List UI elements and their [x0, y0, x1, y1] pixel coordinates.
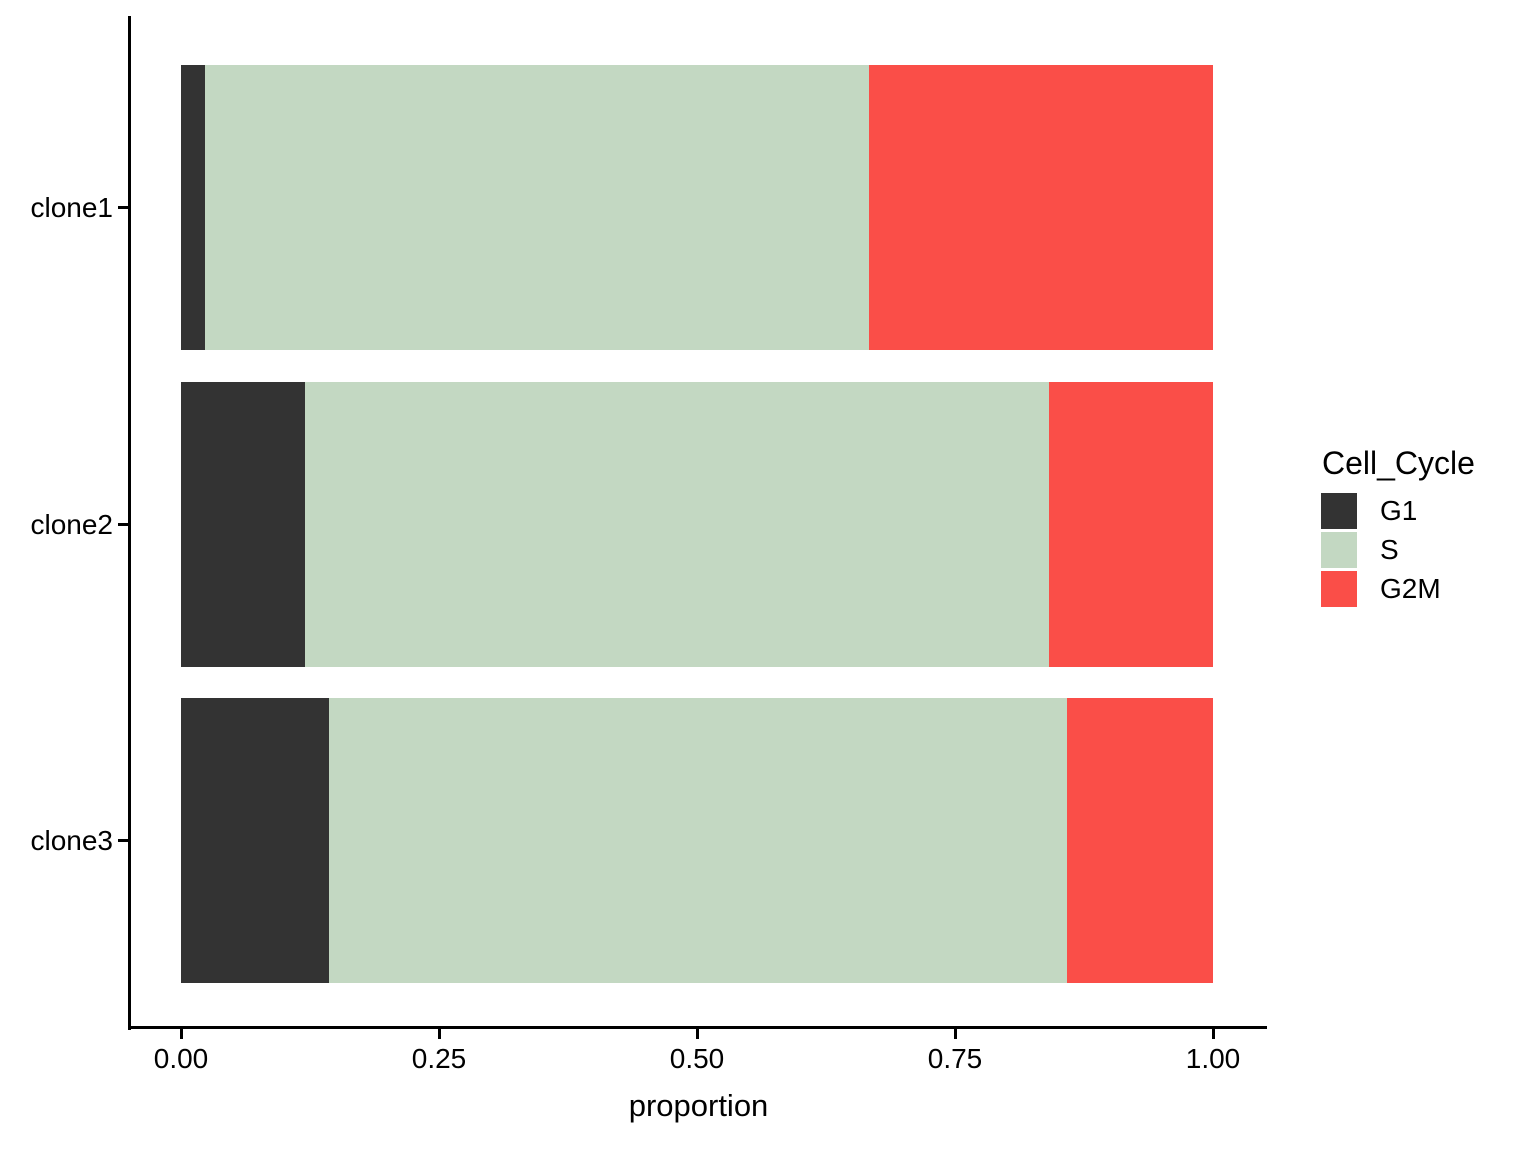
- legend-label-S: S: [1380, 534, 1399, 565]
- legend-title: Cell_Cycle: [1322, 445, 1475, 481]
- bar-segment-clone1-S: [204, 65, 870, 350]
- bar-row-clone2: [181, 382, 1213, 667]
- legend-label-G2M: G2M: [1380, 573, 1441, 604]
- x-tick-label-0.25: 0.25: [411, 1043, 467, 1074]
- x-tick-0.50: [695, 1029, 699, 1039]
- bar-row-clone1: [181, 65, 1213, 350]
- bar-segment-clone2-G1: [181, 382, 305, 667]
- y-tick-label-clone1: clone1: [30, 191, 113, 223]
- y-tick-clone2: [118, 523, 128, 526]
- bar-segment-clone2-S: [304, 382, 1049, 667]
- x-tick-label-0.50: 0.50: [669, 1043, 725, 1074]
- x-tick-label-0.75: 0.75: [927, 1043, 983, 1074]
- y-tick-clone1: [118, 206, 128, 209]
- x-tick-0.75: [953, 1029, 957, 1039]
- y-tick-label-clone2: clone2: [30, 508, 113, 540]
- y-axis-line: [128, 16, 131, 1030]
- legend-label-G1: G1: [1380, 495, 1418, 526]
- x-tick-0.00: [179, 1029, 183, 1039]
- bar-segment-clone1-G1: [181, 65, 205, 350]
- bar-segment-clone1-G2M: [869, 65, 1213, 350]
- legend-key-S: [1321, 532, 1357, 568]
- x-axis-title: proportion: [628, 1088, 769, 1123]
- bar-segment-clone3-G1: [181, 698, 329, 983]
- x-tick-label-0.00: 0.00: [153, 1043, 209, 1074]
- x-tick-1.00: [1211, 1029, 1215, 1039]
- y-tick-label-clone3: clone3: [30, 824, 113, 856]
- bar-row-clone3: [181, 698, 1213, 983]
- x-tick-0.25: [437, 1029, 441, 1039]
- bar-segment-clone3-G2M: [1067, 698, 1213, 983]
- x-tick-label-1.00: 1.00: [1185, 1043, 1241, 1074]
- legend-key-G1: [1321, 493, 1357, 529]
- bar-segment-clone2-G2M: [1048, 382, 1213, 667]
- y-tick-clone3: [118, 839, 128, 842]
- x-axis-line: [128, 1026, 1267, 1029]
- bar-segment-clone3-S: [328, 698, 1068, 983]
- legend-key-G2M: [1321, 571, 1357, 607]
